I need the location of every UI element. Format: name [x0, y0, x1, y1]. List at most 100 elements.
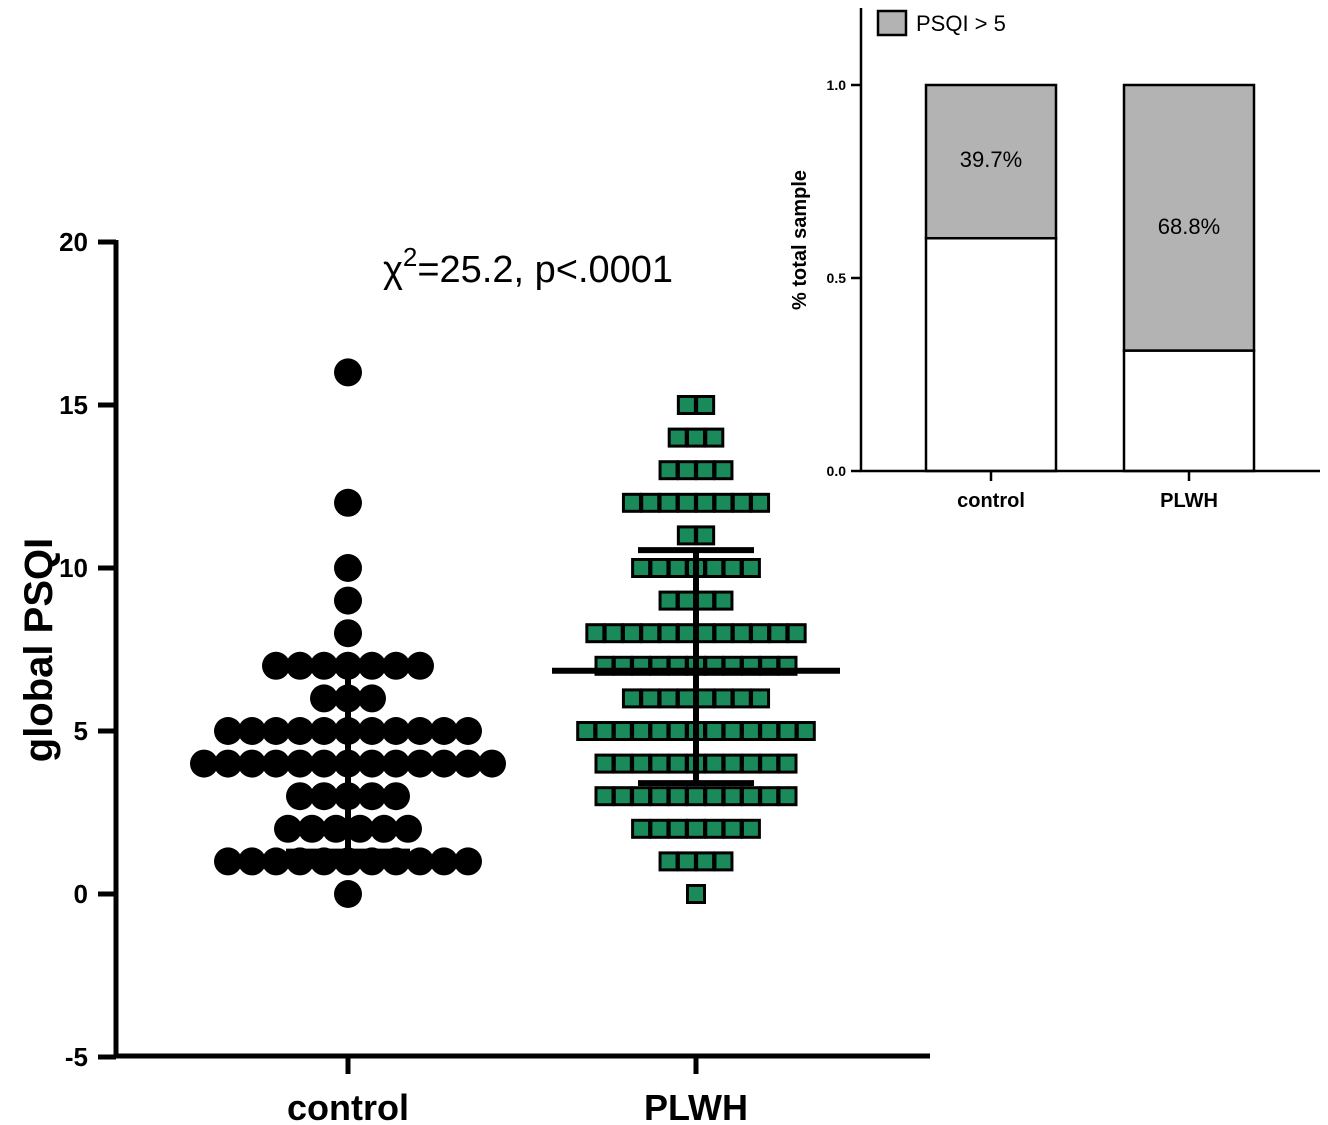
data-point: [430, 847, 458, 876]
data-point: [286, 749, 314, 778]
data-point: [658, 623, 679, 644]
legend-swatch: [876, 9, 908, 37]
data-point: [621, 492, 642, 513]
data-point: [358, 782, 386, 811]
data-point: [740, 721, 761, 741]
data-point: [740, 786, 761, 807]
data-point: [322, 814, 350, 843]
data-point: [649, 786, 670, 807]
stacked-bar-segment: [1122, 349, 1256, 473]
data-point: [612, 786, 633, 807]
data-point: [695, 525, 716, 546]
data-point: [740, 558, 761, 578]
data-point: [695, 590, 716, 611]
data-point: [594, 786, 615, 807]
data-point: [454, 717, 482, 745]
main-y-tick-label: -5: [65, 1042, 88, 1072]
data-point: [631, 558, 652, 578]
data-point: [262, 847, 290, 876]
data-point: [695, 623, 716, 644]
data-point: [478, 749, 506, 778]
data-point: [704, 427, 725, 448]
data-point: [298, 814, 326, 843]
data-point: [713, 851, 734, 872]
data-point: [406, 651, 434, 680]
data-point: [286, 651, 314, 680]
data-point: [658, 851, 679, 872]
data-point: [594, 753, 615, 774]
stacked-bar-segment: [1122, 83, 1256, 352]
data-point: [262, 749, 290, 778]
data-point: [731, 492, 752, 513]
data-point: [649, 818, 670, 839]
data-point: [768, 623, 789, 644]
data-point: [382, 782, 410, 811]
data-point: [795, 721, 816, 741]
data-point: [667, 753, 688, 774]
data-point: [667, 427, 688, 448]
data-point: [334, 586, 362, 615]
data-point: [750, 688, 771, 709]
data-point: [310, 782, 338, 811]
inset-x-tick-label: PLWH: [1160, 490, 1218, 512]
data-point: [454, 847, 482, 876]
data-point: [631, 721, 652, 741]
data-point: [358, 651, 386, 680]
data-point: [676, 623, 697, 644]
stacked-bar-segment: [924, 236, 1058, 473]
data-point: [214, 717, 242, 745]
data-point: [334, 619, 362, 648]
data-point: [382, 651, 410, 680]
data-point: [686, 818, 706, 839]
data-point: [713, 590, 734, 611]
data-point: [704, 558, 725, 578]
data-point: [722, 818, 743, 839]
data-point: [686, 884, 706, 904]
data-point: [658, 688, 679, 709]
data-point: [382, 749, 410, 778]
data-point: [676, 395, 697, 415]
data-point: [430, 749, 458, 778]
data-point: [713, 623, 734, 644]
data-point: [621, 623, 642, 644]
data-point: [612, 753, 633, 774]
data-point: [286, 717, 314, 745]
data-point: [759, 721, 780, 741]
data-point: [731, 688, 752, 709]
y-axis-title: global PSQI: [17, 538, 61, 762]
data-point: [777, 753, 798, 774]
data-point: [214, 749, 242, 778]
data-point: [722, 721, 743, 741]
data-point: [649, 558, 670, 578]
data-point: [640, 623, 661, 644]
inset-x-tick-label: control: [957, 490, 1025, 512]
data-point: [695, 460, 716, 481]
data-point: [658, 492, 679, 513]
data-point: [658, 460, 679, 481]
data-point: [334, 880, 362, 908]
main-x-tick-label: PLWH: [644, 1087, 748, 1125]
data-point: [585, 623, 606, 644]
data-point: [704, 786, 725, 807]
stacked-bar-segment: [924, 83, 1058, 240]
data-point: [576, 721, 597, 741]
data-point: [750, 623, 771, 644]
data-point: [238, 847, 266, 876]
main-y-tick-label: 15: [59, 390, 88, 420]
data-point: [649, 753, 670, 774]
data-point: [695, 492, 716, 513]
data-point: [631, 786, 652, 807]
main-y-tick-label: 10: [59, 553, 88, 583]
chi-square-annotation: χ2=25.2, p<.0001: [383, 242, 673, 291]
data-point: [406, 847, 434, 876]
inset-y-tick-label: 0.0: [827, 463, 847, 479]
data-point: [214, 847, 242, 876]
main-y-tick-label: 20: [59, 227, 88, 257]
legend-label: PSQI > 5: [916, 11, 1006, 36]
data-point: [777, 786, 798, 807]
data-point: [713, 460, 734, 481]
data-point: [238, 749, 266, 778]
data-point: [676, 460, 697, 481]
data-point: [430, 717, 458, 745]
data-point: [722, 558, 743, 578]
